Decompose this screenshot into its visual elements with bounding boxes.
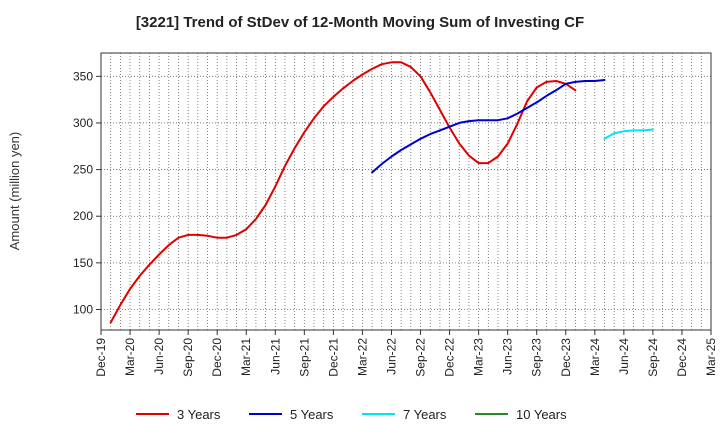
y-axis-title: Amount (million yen): [7, 132, 22, 251]
x-tick-label: Dec-21: [326, 338, 340, 377]
x-tick-label: Jun-22: [384, 338, 398, 375]
legend-label-7-years: 7 Years: [403, 407, 447, 422]
x-tick-label: Jun-24: [617, 338, 631, 375]
x-tick-label: Jun-20: [152, 338, 166, 375]
series-lines: [109, 61, 654, 324]
y-tick-label: 250: [73, 163, 93, 177]
chart-title: [3221] Trend of StDev of 12-Month Moving…: [135, 14, 585, 31]
x-tick-label: Mar-20: [123, 338, 137, 376]
legend-label-5-years: 5 Years: [290, 407, 334, 422]
y-tick-label: 100: [73, 302, 93, 316]
legend-label-3-years: 3 Years: [177, 407, 221, 422]
x-tick-label: Sep-23: [530, 338, 544, 377]
x-tick-label: Sep-24: [646, 338, 660, 377]
y-tick-label: 350: [73, 69, 93, 83]
series-line-7-years: [603, 128, 654, 140]
x-tick-label: Sep-22: [414, 338, 428, 377]
y-tick-label: 300: [73, 116, 93, 130]
x-tick-label: Dec-23: [559, 338, 573, 377]
x-tick-label: Dec-20: [210, 338, 224, 377]
series-line-5-years: [371, 79, 606, 174]
x-axis-ticks: Dec-19 Mar-20 Jun-20 Sep-20 Dec-20 Mar-21 Jun-…: [94, 330, 718, 377]
y-tick-label: 200: [73, 209, 93, 223]
y-axis-ticks: 100 150 200 250 300 350: [73, 69, 101, 316]
legend-label-10-years: 10 Years: [516, 407, 567, 422]
x-tick-label: Sep-20: [181, 338, 195, 377]
x-tick-label: Mar-23: [472, 338, 486, 376]
x-tick-label: Mar-24: [588, 338, 602, 376]
grid-lines: [101, 53, 711, 330]
x-tick-label: Jun-23: [501, 338, 515, 375]
x-tick-label: Mar-22: [355, 338, 369, 376]
x-tick-label: Sep-21: [297, 338, 311, 377]
x-tick-label: Mar-25: [704, 338, 718, 376]
plot-area: [100, 52, 712, 331]
x-tick-label: Dec-24: [675, 338, 689, 377]
series-line-3-years: [109, 61, 577, 324]
x-tick-label: Dec-19: [94, 338, 108, 377]
x-tick-label: Dec-22: [443, 338, 457, 377]
x-tick-label: Jun-21: [268, 338, 282, 375]
legend: 3 Years 5 Years 7 Years 10 Years: [136, 407, 567, 422]
x-tick-label: Mar-21: [239, 338, 253, 376]
y-tick-label: 150: [73, 256, 93, 270]
